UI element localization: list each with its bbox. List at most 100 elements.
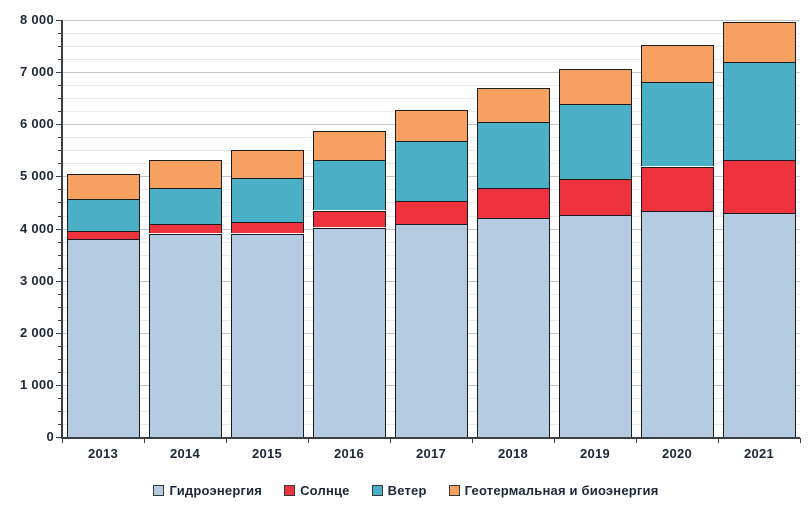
bar-segment bbox=[640, 210, 714, 437]
x-axis-category-label: 2018 bbox=[497, 446, 529, 461]
x-axis-tick bbox=[718, 438, 719, 443]
bar-segment bbox=[640, 82, 714, 167]
x-axis-tick bbox=[390, 438, 391, 443]
y-axis-tick bbox=[56, 228, 62, 230]
x-axis-tick bbox=[144, 438, 145, 443]
bar-segment bbox=[230, 221, 304, 234]
bar-segment bbox=[476, 218, 550, 437]
y-axis-tick bbox=[58, 189, 62, 191]
bar-segment bbox=[722, 213, 796, 437]
y-axis-tick bbox=[58, 202, 62, 204]
y-axis-tick bbox=[58, 410, 62, 412]
y-axis-tick-label: 2 000 bbox=[19, 324, 54, 340]
bar-segment bbox=[476, 122, 550, 189]
y-axis-tick bbox=[58, 267, 62, 269]
y-gridline-minor bbox=[62, 59, 800, 61]
y-axis-tick bbox=[58, 59, 62, 61]
legend-label: Гидроэнергия bbox=[169, 482, 263, 498]
y-axis-tick bbox=[56, 437, 62, 438]
y-axis-tick bbox=[58, 241, 62, 243]
bar-segment bbox=[66, 173, 140, 199]
y-axis-tick bbox=[56, 124, 62, 126]
bar-segment bbox=[394, 224, 468, 437]
y-axis-tick bbox=[58, 319, 62, 321]
x-axis-category-label: 2015 bbox=[251, 446, 283, 461]
y-axis-tick-label: 4 000 bbox=[19, 220, 54, 236]
bar-segment bbox=[66, 231, 140, 239]
bar-segment bbox=[394, 140, 468, 202]
bar-segment bbox=[722, 21, 796, 62]
y-gridline-minor bbox=[62, 98, 800, 100]
bar-segment bbox=[148, 223, 222, 234]
bar-segment bbox=[640, 166, 714, 211]
bar-segment bbox=[148, 187, 222, 224]
bar-segment bbox=[558, 214, 632, 437]
y-axis-tick bbox=[56, 72, 62, 74]
x-axis-tick bbox=[800, 438, 801, 443]
y-axis-tick bbox=[58, 254, 62, 256]
bar-segment bbox=[476, 188, 550, 219]
y-axis-tick bbox=[56, 280, 62, 282]
bar-segment bbox=[230, 233, 304, 437]
x-axis-category-label: 2013 bbox=[87, 446, 119, 461]
y-axis-tick bbox=[58, 371, 62, 373]
bar-segment bbox=[394, 201, 468, 225]
y-axis-tick bbox=[58, 358, 62, 360]
y-axis-tick bbox=[56, 332, 62, 334]
y-axis-line bbox=[61, 20, 63, 438]
bar-segment bbox=[640, 44, 714, 83]
y-axis-tick-label: 1 000 bbox=[19, 376, 54, 392]
legend-item: Солнце bbox=[284, 483, 350, 498]
bar-segment bbox=[66, 238, 140, 437]
y-axis-tick bbox=[58, 424, 62, 425]
bar-segment bbox=[312, 130, 386, 160]
x-axis-line bbox=[61, 437, 800, 439]
bar-segment bbox=[722, 62, 796, 161]
x-axis-category-label: 2020 bbox=[661, 446, 693, 461]
legend-item: Ветер bbox=[371, 482, 427, 498]
y-gridline-minor bbox=[62, 33, 800, 34]
bar-segment bbox=[722, 160, 796, 214]
bar-segment bbox=[230, 177, 304, 222]
x-axis-category-label: 2021 bbox=[743, 446, 775, 461]
y-gridline-minor bbox=[62, 85, 800, 87]
y-axis-tick bbox=[58, 33, 62, 34]
y-gridline-major bbox=[62, 72, 800, 74]
y-axis-tick-label: 3 000 bbox=[19, 272, 54, 288]
y-axis-tick-label: 5 000 bbox=[19, 168, 54, 184]
bar-segment bbox=[312, 210, 386, 228]
y-axis-tick bbox=[56, 20, 62, 21]
y-axis-tick-label: 8 000 bbox=[19, 12, 54, 27]
y-axis-tick bbox=[56, 176, 62, 178]
y-gridline-minor bbox=[62, 46, 800, 48]
bar-segment bbox=[148, 159, 222, 188]
bar-segment bbox=[312, 159, 386, 211]
legend-color-swatch-icon bbox=[153, 484, 165, 496]
legend-item: Геотермальная и биоэнергия bbox=[448, 483, 659, 498]
bar-segment bbox=[394, 109, 468, 141]
y-gridline-major bbox=[62, 20, 800, 21]
x-axis-tick bbox=[636, 438, 637, 443]
bar-segment bbox=[66, 199, 140, 232]
y-axis-tick bbox=[58, 111, 62, 113]
x-axis-category-label: 2014 bbox=[169, 446, 201, 461]
y-axis-tick bbox=[58, 85, 62, 87]
y-axis-tick bbox=[58, 163, 62, 165]
bar-segment bbox=[558, 68, 632, 105]
y-axis-tick-label: 0 bbox=[46, 429, 54, 444]
bar-segment bbox=[230, 149, 304, 178]
bar-segment bbox=[476, 87, 550, 123]
y-axis-tick bbox=[58, 46, 62, 48]
legend-item: Гидроэнергия bbox=[153, 483, 262, 498]
legend-color-swatch-icon bbox=[448, 484, 460, 496]
y-axis-tick bbox=[58, 150, 62, 152]
x-axis-tick bbox=[554, 438, 555, 443]
y-axis-tick-label: 6 000 bbox=[19, 116, 54, 132]
legend-color-swatch-icon bbox=[371, 484, 383, 496]
bar-segment bbox=[312, 227, 386, 437]
x-axis-category-label: 2017 bbox=[415, 446, 447, 461]
y-axis-tick bbox=[58, 397, 62, 399]
y-axis-tick bbox=[58, 345, 62, 347]
legend-label: Ветер bbox=[387, 482, 427, 498]
